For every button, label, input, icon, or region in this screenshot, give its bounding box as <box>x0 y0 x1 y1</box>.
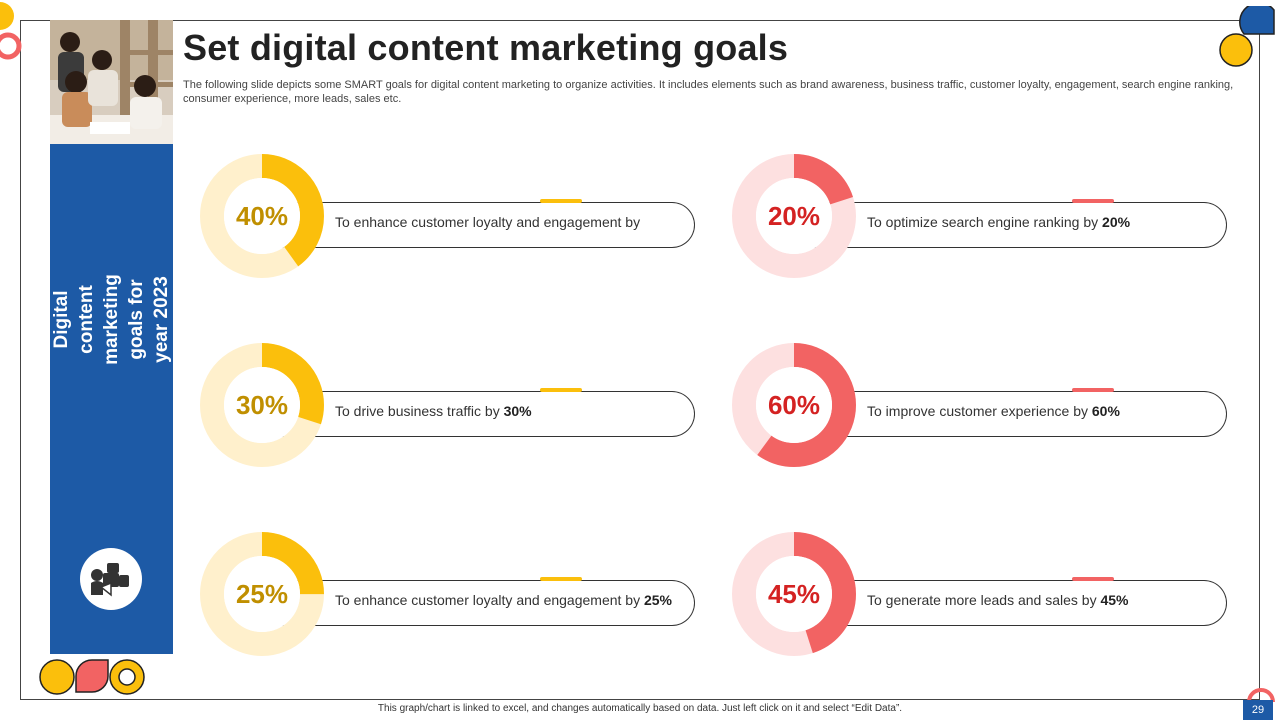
donut-percent-label: 25% <box>235 578 289 609</box>
goal-text: To optimize search engine ranking by <box>867 214 1103 230</box>
goal-pill <box>260 391 695 437</box>
goal-donut-chart <box>732 532 856 656</box>
donut-hole <box>224 367 300 443</box>
goal-description: To enhance customer loyalty and engageme… <box>335 214 640 230</box>
donut-percent-label: 20% <box>767 200 821 231</box>
donut-percent-label: 45% <box>767 578 821 609</box>
donut-hole <box>224 178 300 254</box>
donut-percent-label: 30% <box>235 389 289 420</box>
donut-value-arc <box>732 154 856 278</box>
bottom-left-decoration <box>39 659 145 695</box>
team-meeting-photo <box>50 20 173 144</box>
goal-accent-line <box>1072 388 1114 392</box>
donut-hole <box>756 556 832 632</box>
goal-pill <box>792 202 1227 248</box>
goal-pill <box>792 580 1227 626</box>
donut-value-arc <box>200 532 324 656</box>
goal-accent-line <box>540 199 582 203</box>
sidebar-title: Digital content marketing goals for year… <box>51 273 172 365</box>
goal-text: To enhance customer loyalty and engageme… <box>335 214 641 230</box>
goal-pill <box>260 580 695 626</box>
goal-item: 45% To generate more leads and sales by 4… <box>732 532 1232 662</box>
goal-text: To enhance customer loyalty and engageme… <box>335 592 644 608</box>
top-right-decoration <box>1219 6 1275 67</box>
goal-description: To generate more leads and sales by 45% <box>867 592 1129 608</box>
donut-value-arc <box>732 343 856 467</box>
goal-accent-line <box>1072 199 1114 203</box>
top-left-decoration <box>0 2 22 60</box>
goal-target-value: 30% <box>503 403 532 419</box>
donut-hole <box>756 178 832 254</box>
page-title: Set digital content marketing goals <box>183 27 789 68</box>
goal-text: To improve customer experience by <box>867 403 1092 419</box>
donut-value-arc <box>200 154 324 278</box>
goal-item: 20% To optimize search engine ranking by … <box>732 154 1232 284</box>
goal-accent-line <box>540 577 582 581</box>
donut-value-arc <box>732 532 856 656</box>
donut-percent-label: 60% <box>767 389 821 420</box>
goal-accent-line <box>540 388 582 392</box>
marketing-megaphone-icon <box>80 548 142 610</box>
goal-donut-chart <box>200 532 324 656</box>
goal-item: 25% To enhance customer loyalty and engag… <box>200 532 700 662</box>
goal-description: To drive business traffic by 30% <box>335 403 532 419</box>
donut-value-arc <box>200 343 324 467</box>
goal-item: 60% To improve customer experience by 60% <box>732 343 1232 473</box>
goal-accent-line <box>1072 577 1114 581</box>
goal-pill <box>260 202 695 248</box>
goal-donut-chart <box>200 343 324 467</box>
goal-donut-chart <box>200 154 324 278</box>
goal-target-value: 20% <box>1102 214 1131 230</box>
goal-donut-chart <box>732 343 856 467</box>
goal-description: To optimize search engine ranking by 20% <box>867 214 1130 230</box>
page-number: 29 <box>1243 700 1273 720</box>
page-subtitle: The following slide depicts some SMART g… <box>183 79 1234 105</box>
goal-target-value: 60% <box>1091 403 1120 419</box>
goal-item: 40% To enhance customer loyalty and engag… <box>200 154 700 284</box>
goal-pill <box>792 391 1227 437</box>
goal-description: To enhance customer loyalty and engageme… <box>335 592 672 608</box>
goal-target-value: 45% <box>1100 592 1129 608</box>
footer-note: This graph/chart is linked to excel, and… <box>377 703 903 714</box>
goal-target-value: 25% <box>643 592 673 608</box>
donut-hole <box>756 367 832 443</box>
goal-text: To generate more leads and sales by <box>867 592 1101 608</box>
donut-hole <box>224 556 300 632</box>
bottom-right-decoration <box>1247 688 1275 702</box>
goal-donut-chart <box>732 154 856 278</box>
goal-text: To drive business traffic by <box>335 403 504 419</box>
goal-description: To improve customer experience by 60% <box>867 403 1120 419</box>
goal-item: 30% To drive business traffic by 30% <box>200 343 700 473</box>
sidebar-panel: Digital content marketing goals for year… <box>50 144 173 654</box>
slide-frame <box>20 20 1260 700</box>
donut-percent-label: 40% <box>235 200 289 231</box>
